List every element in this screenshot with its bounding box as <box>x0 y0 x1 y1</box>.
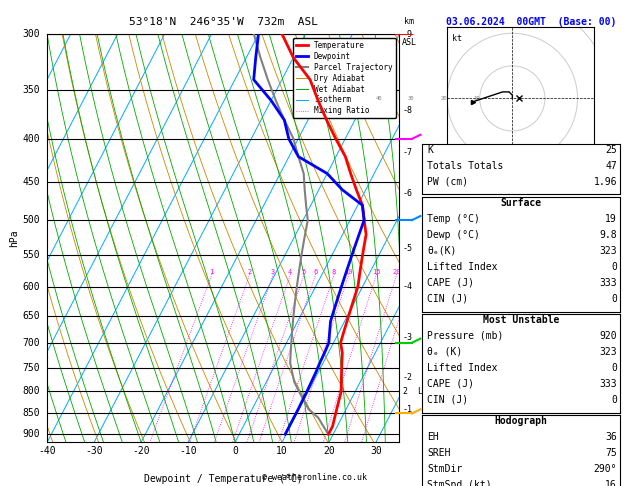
Text: kt: kt <box>452 34 462 43</box>
Text: ASL: ASL <box>401 38 416 47</box>
Text: 20: 20 <box>441 96 447 101</box>
Text: -40: -40 <box>38 446 56 456</box>
Text: -7: -7 <box>403 148 413 157</box>
Text: hPa: hPa <box>9 229 19 247</box>
Text: -3: -3 <box>403 333 413 342</box>
Text: Dewpoint / Temperature (°C): Dewpoint / Temperature (°C) <box>144 474 303 484</box>
Text: 550: 550 <box>23 250 40 260</box>
Text: 650: 650 <box>23 311 40 321</box>
Text: 19: 19 <box>605 214 617 224</box>
Text: 700: 700 <box>23 338 40 347</box>
Text: 350: 350 <box>23 85 40 95</box>
Text: 920: 920 <box>599 331 617 341</box>
Text: 6: 6 <box>313 269 318 276</box>
Text: 20: 20 <box>392 269 401 276</box>
Text: 450: 450 <box>23 177 40 187</box>
Text: 300: 300 <box>23 29 40 39</box>
Text: Mixing Ratio (g/kg): Mixing Ratio (g/kg) <box>426 211 435 306</box>
Text: SREH: SREH <box>427 448 450 458</box>
Text: 75: 75 <box>605 448 617 458</box>
Text: Surface: Surface <box>501 198 542 208</box>
Text: 30: 30 <box>408 96 415 101</box>
Text: 03.06.2024  00GMT  (Base: 00): 03.06.2024 00GMT (Base: 00) <box>447 17 616 27</box>
Text: CAPE (J): CAPE (J) <box>427 379 474 389</box>
Text: 1: 1 <box>209 269 214 276</box>
Text: 4: 4 <box>288 269 292 276</box>
Text: 2: 2 <box>247 269 252 276</box>
Text: 323: 323 <box>599 246 617 256</box>
Text: 16: 16 <box>605 480 617 486</box>
Text: © weatheronline.co.uk: © weatheronline.co.uk <box>262 473 367 482</box>
Text: LCL: LCL <box>417 387 431 396</box>
Text: 0: 0 <box>232 446 238 456</box>
Text: CIN (J): CIN (J) <box>427 395 468 405</box>
Text: CAPE (J): CAPE (J) <box>427 278 474 288</box>
Text: Most Unstable: Most Unstable <box>483 315 559 325</box>
Text: -1: -1 <box>403 405 413 414</box>
Text: 3: 3 <box>270 269 275 276</box>
Text: 20: 20 <box>323 446 335 456</box>
Text: -4: -4 <box>403 282 413 291</box>
Text: 750: 750 <box>23 363 40 373</box>
Text: 800: 800 <box>23 386 40 397</box>
Text: Lifted Index: Lifted Index <box>427 363 498 373</box>
Text: 850: 850 <box>23 408 40 418</box>
Text: -2: -2 <box>403 373 413 382</box>
Text: 9.8: 9.8 <box>599 230 617 240</box>
Text: 53°18'N  246°35'W  732m  ASL: 53°18'N 246°35'W 732m ASL <box>129 17 318 27</box>
Text: 30: 30 <box>370 446 382 456</box>
Text: 10: 10 <box>276 446 288 456</box>
Text: θₑ(K): θₑ(K) <box>427 246 457 256</box>
Text: 10: 10 <box>473 96 480 101</box>
Text: Hodograph: Hodograph <box>494 416 548 426</box>
Text: 323: 323 <box>599 347 617 357</box>
Text: 0: 0 <box>611 262 617 272</box>
Text: km: km <box>404 17 414 26</box>
Text: 600: 600 <box>23 281 40 292</box>
Text: -6: -6 <box>403 189 413 198</box>
Text: 333: 333 <box>599 278 617 288</box>
Text: Pressure (mb): Pressure (mb) <box>427 331 503 341</box>
Text: Totals Totals: Totals Totals <box>427 161 503 171</box>
Text: 10: 10 <box>344 269 353 276</box>
Text: CIN (J): CIN (J) <box>427 294 468 304</box>
Text: -9: -9 <box>403 30 413 38</box>
Text: 36: 36 <box>605 432 617 442</box>
Text: 15: 15 <box>372 269 381 276</box>
Text: 2: 2 <box>403 387 408 396</box>
Text: 0: 0 <box>611 294 617 304</box>
Legend: Temperature, Dewpoint, Parcel Trajectory, Dry Adiabat, Wet Adiabat, Isotherm, Mi: Temperature, Dewpoint, Parcel Trajectory… <box>293 38 396 119</box>
Text: 500: 500 <box>23 215 40 225</box>
Text: 40: 40 <box>376 96 382 101</box>
Text: 290°: 290° <box>594 464 617 474</box>
Text: StmDir: StmDir <box>427 464 462 474</box>
Text: 5: 5 <box>302 269 306 276</box>
Text: PW (cm): PW (cm) <box>427 177 468 187</box>
Text: 400: 400 <box>23 134 40 144</box>
Text: 900: 900 <box>23 429 40 439</box>
Text: Dewp (°C): Dewp (°C) <box>427 230 480 240</box>
Text: EH: EH <box>427 432 439 442</box>
Text: 25: 25 <box>605 145 617 155</box>
Text: StmSpd (kt): StmSpd (kt) <box>427 480 492 486</box>
Text: Lifted Index: Lifted Index <box>427 262 498 272</box>
Text: 333: 333 <box>599 379 617 389</box>
Text: -30: -30 <box>86 446 103 456</box>
Text: 1.96: 1.96 <box>594 177 617 187</box>
Text: -10: -10 <box>179 446 197 456</box>
Text: -5: -5 <box>403 243 413 253</box>
Text: θₑ (K): θₑ (K) <box>427 347 462 357</box>
Text: Temp (°C): Temp (°C) <box>427 214 480 224</box>
Text: 8: 8 <box>331 269 336 276</box>
Text: 47: 47 <box>605 161 617 171</box>
Text: 0: 0 <box>611 395 617 405</box>
Text: 0: 0 <box>611 363 617 373</box>
Text: -8: -8 <box>403 106 413 115</box>
Text: K: K <box>427 145 433 155</box>
Text: -20: -20 <box>132 446 150 456</box>
